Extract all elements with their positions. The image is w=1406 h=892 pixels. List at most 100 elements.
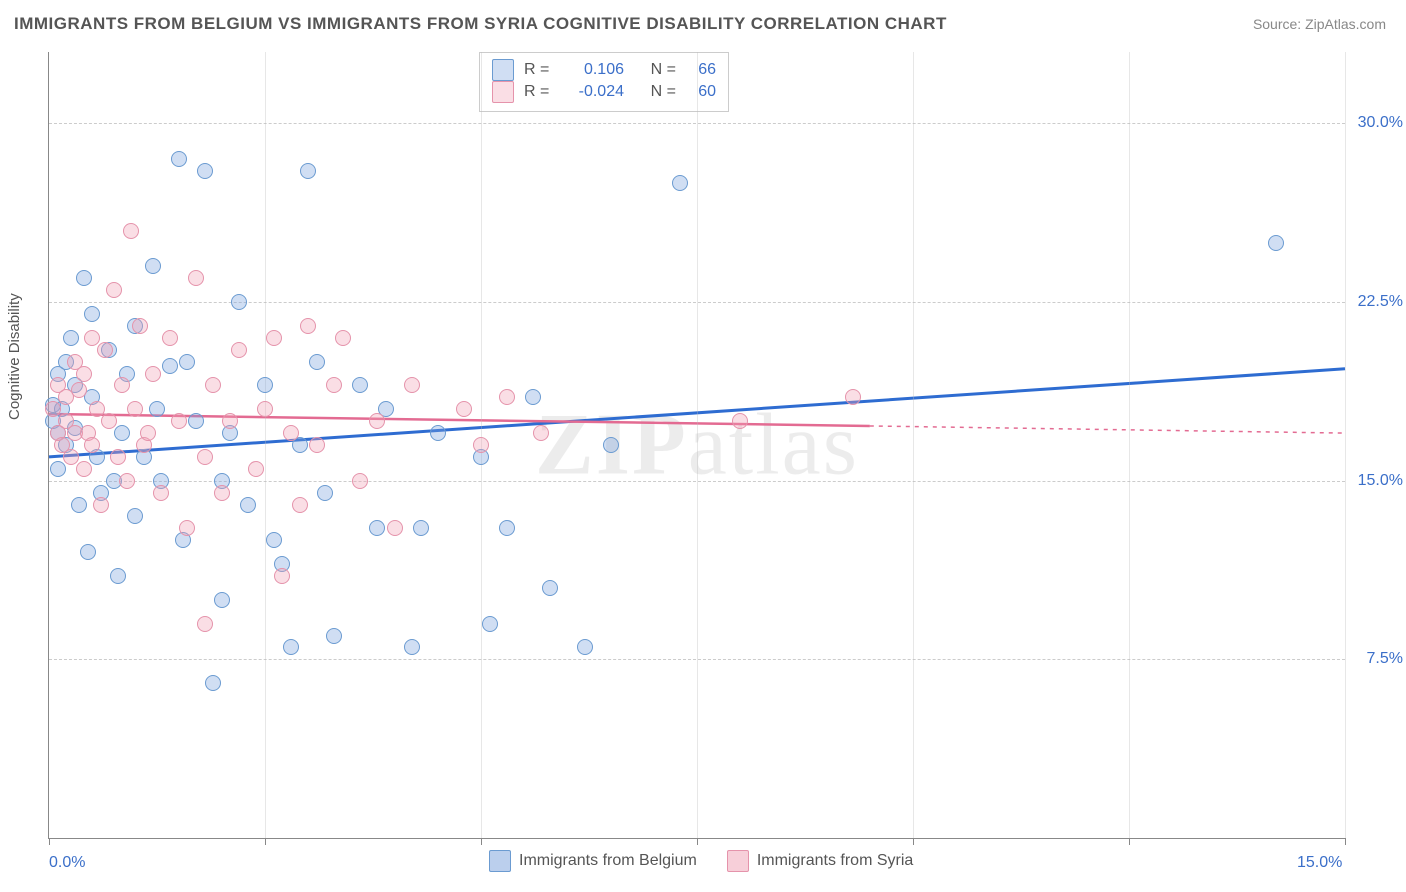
data-point (845, 389, 861, 405)
legend-label: Immigrants from Syria (757, 852, 913, 870)
data-point (525, 389, 541, 405)
legend-item: Immigrants from Belgium (489, 850, 697, 872)
legend-n-value: 66 (686, 59, 716, 81)
data-point (732, 413, 748, 429)
data-point (71, 497, 87, 513)
data-point (205, 377, 221, 393)
data-point (257, 377, 273, 393)
data-point (352, 473, 368, 489)
data-point (300, 318, 316, 334)
data-point (188, 413, 204, 429)
data-point (482, 616, 498, 632)
data-point (542, 580, 558, 596)
data-point (93, 497, 109, 513)
legend-swatch (727, 850, 749, 872)
x-tick (265, 838, 266, 845)
data-point (300, 163, 316, 179)
data-point (123, 223, 139, 239)
data-point (404, 377, 420, 393)
gridline-v (913, 52, 914, 838)
data-point (106, 282, 122, 298)
legend-row: R = 0.106 N = 66 (492, 59, 716, 81)
data-point (404, 639, 420, 655)
data-point (140, 425, 156, 441)
data-point (387, 520, 403, 536)
data-point (89, 401, 105, 417)
chart-title: IMMIGRANTS FROM BELGIUM VS IMMIGRANTS FR… (14, 14, 947, 34)
data-point (63, 449, 79, 465)
data-point (214, 592, 230, 608)
data-point (499, 389, 515, 405)
data-point (76, 366, 92, 382)
data-point (672, 175, 688, 191)
data-point (309, 437, 325, 453)
y-axis-label: Cognitive Disability (6, 293, 23, 420)
legend-label: Immigrants from Belgium (519, 852, 697, 870)
data-point (76, 461, 92, 477)
legend-n-label: N = (642, 81, 676, 103)
data-point (50, 461, 66, 477)
data-point (110, 449, 126, 465)
data-point (292, 497, 308, 513)
data-point (274, 568, 290, 584)
data-point (197, 616, 213, 632)
data-point (84, 437, 100, 453)
x-tick (913, 838, 914, 845)
data-point (145, 258, 161, 274)
gridline-v (697, 52, 698, 838)
data-point (179, 354, 195, 370)
data-point (309, 354, 325, 370)
data-point (63, 330, 79, 346)
legend-n-label: N = (642, 59, 676, 81)
data-point (197, 163, 213, 179)
legend-row: R =-0.024N =60 (492, 81, 716, 103)
data-point (326, 377, 342, 393)
legend-r-label: R = (524, 59, 558, 81)
source-label: Source: ZipAtlas.com (1253, 16, 1386, 32)
trend-line (870, 426, 1345, 433)
data-point (149, 401, 165, 417)
x-tick (697, 838, 698, 845)
data-point (335, 330, 351, 346)
legend-swatch (489, 850, 511, 872)
data-point (352, 377, 368, 393)
plot-area: ZIPatlas R =0.106N =66R =-0.024N =60 Imm… (48, 52, 1345, 839)
data-point (283, 639, 299, 655)
data-point (80, 544, 96, 560)
gridline-v (1129, 52, 1130, 838)
data-point (162, 330, 178, 346)
data-point (132, 318, 148, 334)
data-point (205, 675, 221, 691)
legend-n-value: 60 (686, 81, 716, 103)
x-tick (1129, 838, 1130, 845)
data-point (603, 437, 619, 453)
x-tick-label: 15.0% (1297, 854, 1342, 872)
data-point (188, 270, 204, 286)
data-point (473, 437, 489, 453)
data-point (266, 532, 282, 548)
data-point (153, 485, 169, 501)
data-point (231, 294, 247, 310)
data-point (179, 520, 195, 536)
data-point (369, 520, 385, 536)
y-tick-label: 15.0% (1343, 472, 1403, 490)
data-point (162, 358, 178, 374)
data-point (369, 413, 385, 429)
x-tick-label: 0.0% (49, 854, 85, 872)
legend-swatch (492, 59, 514, 81)
gridline-v (1345, 52, 1346, 838)
data-point (76, 270, 92, 286)
x-tick (49, 838, 50, 845)
data-point (1268, 235, 1284, 251)
data-point (577, 639, 593, 655)
data-point (317, 485, 333, 501)
data-point (97, 342, 113, 358)
data-point (533, 425, 549, 441)
legend-r-value: 0.106 (568, 59, 624, 81)
legend-swatch (492, 81, 514, 103)
series-legend: Immigrants from Belgium Immigrants from S… (489, 850, 913, 872)
data-point (413, 520, 429, 536)
data-point (326, 628, 342, 644)
data-point (266, 330, 282, 346)
gridline-v (265, 52, 266, 838)
